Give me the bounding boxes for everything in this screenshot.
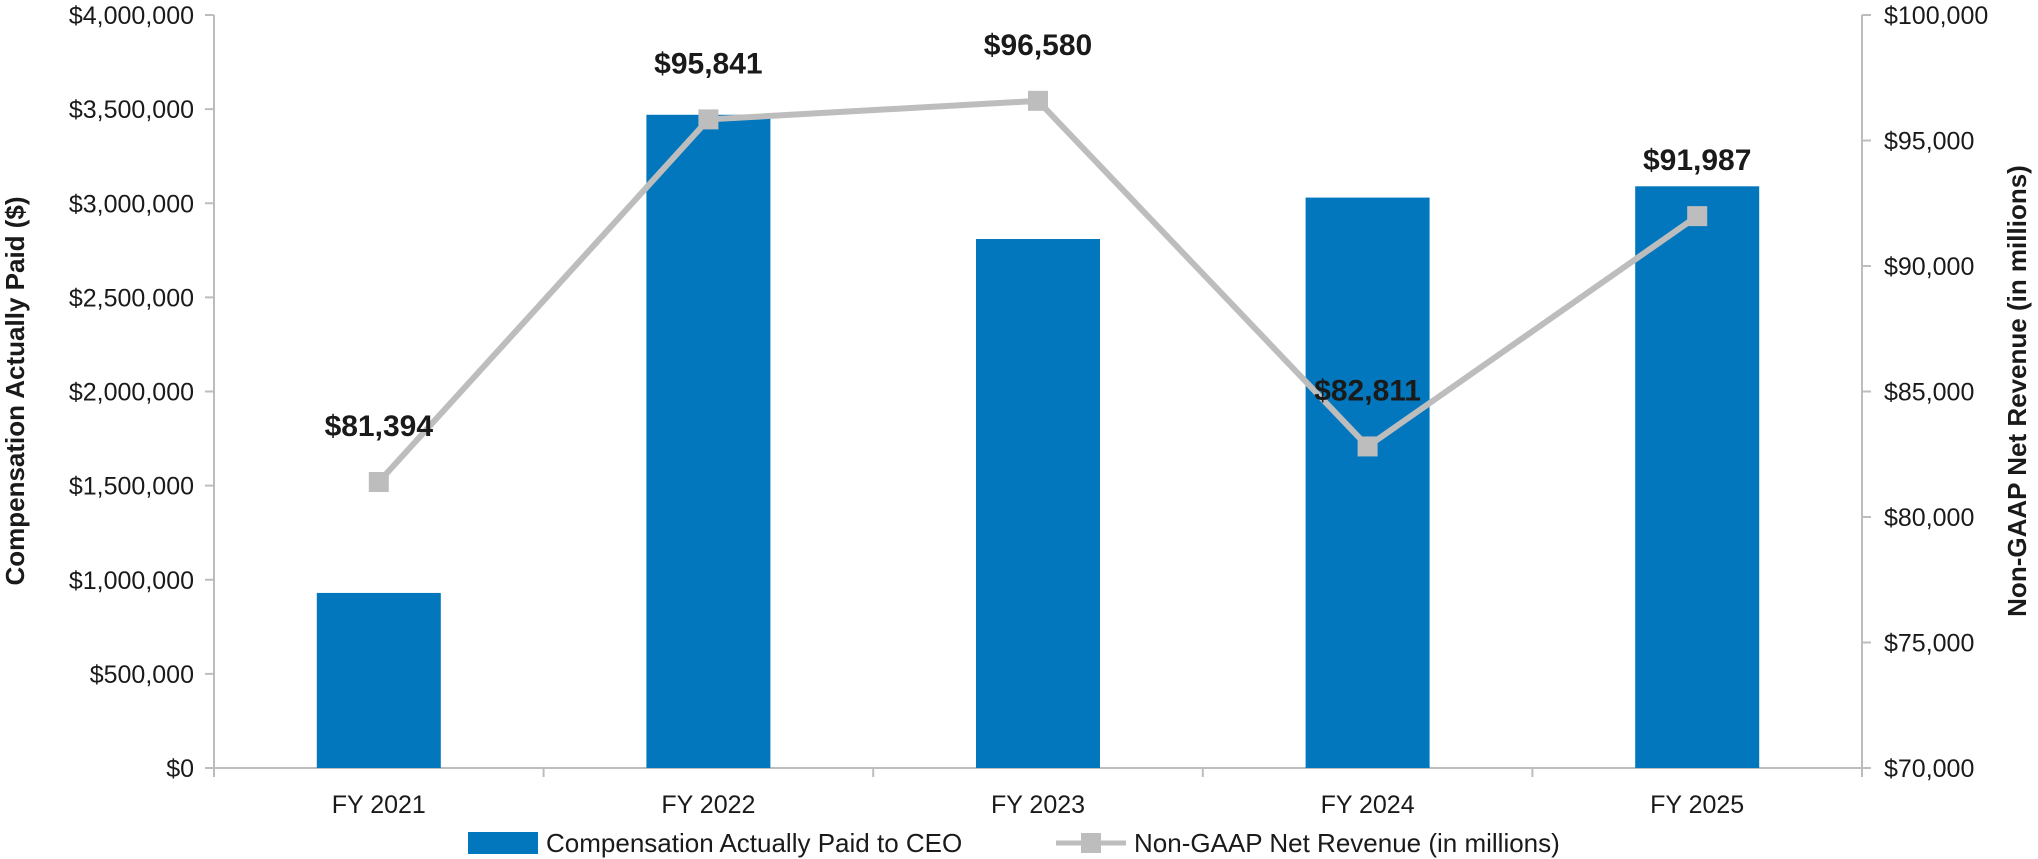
y2-tick-label: $80,000 <box>1884 504 1974 532</box>
y-tick-label: $2,000,000 <box>69 379 194 407</box>
data-labels: $81,394 $95,841 $96,580 $82,811 $91,987 <box>325 29 1752 443</box>
x-tick-label: FY 2021 <box>332 791 426 819</box>
bar <box>1305 197 1430 769</box>
revenue-marker <box>1357 436 1378 457</box>
y2-tick-label: $95,000 <box>1884 128 1974 156</box>
y-axis-title: Compensation Actually Paid ($) <box>0 196 30 585</box>
revenue-data-label: $91,987 <box>1643 144 1751 177</box>
y-tick-label: $4,000,000 <box>69 2 194 30</box>
revenue-data-label: $82,811 <box>1314 374 1421 407</box>
y2-tick-label: $85,000 <box>1884 379 1974 407</box>
revenue-marker <box>1028 90 1048 111</box>
bar <box>976 239 1100 768</box>
y2-tick-label: $70,000 <box>1884 755 1974 783</box>
legend-line-label: Non-GAAP Net Revenue (in millions) <box>1134 828 1560 858</box>
y-tick-label: $3,000,000 <box>69 190 194 218</box>
y-tick-label: $0 <box>166 755 194 783</box>
x-tick-label: FY 2023 <box>991 791 1085 819</box>
revenue-marker <box>698 109 719 130</box>
revenue-data-label: $95,841 <box>654 47 762 80</box>
y-tick-label: $1,000,000 <box>69 567 194 595</box>
line-series <box>368 90 1708 493</box>
revenue-data-label: $96,580 <box>984 29 1092 62</box>
legend: Compensation Actually Paid to CEO Non-GA… <box>468 828 1560 858</box>
y-tick-label: $2,500,000 <box>69 284 194 312</box>
bar-series <box>316 114 1760 769</box>
y-tick-label: $3,500,000 <box>69 96 194 124</box>
bar <box>1635 186 1760 768</box>
x-tick-label: FY 2022 <box>661 791 755 819</box>
x-tick-label: FY 2024 <box>1321 791 1415 819</box>
right-axis-ticks: $70,000 $75,000 $80,000 $85,000 $90,000 $95,0… <box>1862 2 1988 783</box>
legend-bar-label: Compensation Actually Paid to CEO <box>546 828 962 858</box>
x-axis-ticks: FY 2021 FY 2022 FY 2023 FY 2024 FY 2025 <box>213 768 1863 819</box>
legend-bar-swatch <box>468 832 538 854</box>
x-tick-label: FY 2025 <box>1650 791 1744 819</box>
left-axis-ticks: $0 $500,000 $1,000,000 $1,500,000 $2,000,000… <box>69 2 214 783</box>
legend-line-marker <box>1081 833 1101 853</box>
revenue-data-label: $81,394 <box>325 410 434 443</box>
y2-axis-title: Non-GAAP Net Revenue (in millions) <box>2002 165 2032 617</box>
y2-tick-label: $90,000 <box>1884 253 1974 281</box>
revenue-marker <box>368 472 389 493</box>
revenue-marker <box>1687 206 1708 227</box>
y-tick-label: $1,500,000 <box>69 473 194 501</box>
y2-tick-label: $75,000 <box>1884 630 1974 658</box>
bar <box>646 114 771 768</box>
y2-tick-label: $100,000 <box>1884 2 1988 30</box>
bar <box>316 592 441 768</box>
y-tick-label: $500,000 <box>90 661 194 689</box>
